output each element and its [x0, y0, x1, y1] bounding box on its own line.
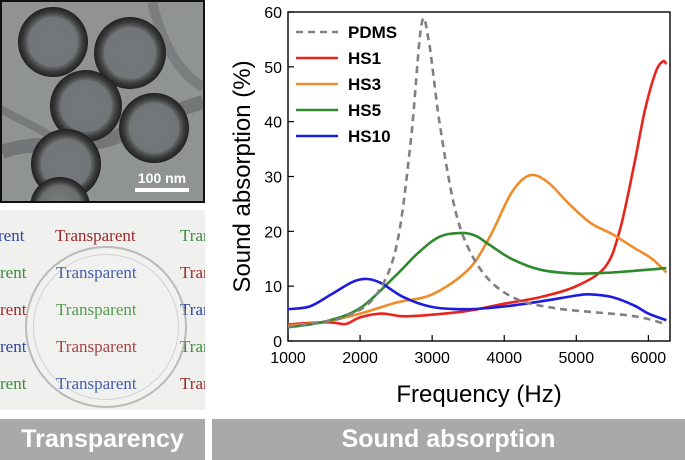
- photo-text-left: rent: [0, 374, 27, 393]
- y-tick-label: 30: [264, 170, 282, 187]
- x-tick-label: 4000: [486, 350, 522, 367]
- sound-absorption-banner: Sound absorption: [212, 419, 685, 460]
- legend-label-hs10: HS10: [348, 127, 391, 146]
- y-tick-label: 10: [264, 279, 282, 296]
- sphere: [30, 177, 90, 201]
- y-tick-label: 60: [264, 5, 282, 22]
- photo-text-right: Tran: [180, 337, 205, 356]
- legend-label-hs3: HS3: [348, 75, 381, 94]
- series-line-hs10: [287, 277, 667, 322]
- sphere: [119, 93, 189, 163]
- legend-label-pdms: PDMS: [348, 23, 397, 42]
- x-tick-label: 2000: [342, 350, 378, 367]
- x-tick-label: 5000: [559, 350, 595, 367]
- tem-micrograph: 100 nm: [0, 0, 205, 203]
- x-axis-label: Frequency (Hz): [396, 381, 561, 408]
- sphere: [94, 17, 166, 89]
- x-tick-label: 1000: [270, 350, 306, 367]
- y-tick-label: 40: [264, 115, 282, 132]
- y-tick-label: 50: [264, 60, 282, 77]
- scale-bar-label: 100 nm: [137, 170, 187, 186]
- y-tick-label: 0: [273, 334, 282, 351]
- series-line-pdms: [287, 16, 667, 328]
- sphere: [50, 70, 122, 142]
- legend-label-hs5: HS5: [348, 101, 381, 120]
- photo-text-left: rent: [0, 263, 27, 282]
- photo-text-left: rent: [0, 226, 25, 245]
- photo-text-right: Trans: [180, 226, 205, 245]
- sphere: [18, 7, 88, 77]
- series-line-hs3: [287, 173, 668, 327]
- scale-bar: 100 nm: [130, 170, 194, 192]
- series-line-hs1: [287, 59, 668, 326]
- transparency-banner: Transparency: [0, 419, 205, 460]
- y-axis-label: Sound absorption (%): [229, 60, 256, 292]
- y-tick-label: 20: [264, 224, 282, 241]
- transparent-film-inner-ring: [33, 254, 179, 400]
- photo-text-left: rent: [0, 337, 27, 356]
- x-tick-label: 6000: [631, 350, 667, 367]
- legend-label-hs1: HS1: [348, 49, 381, 68]
- plot-frame: [287, 11, 671, 342]
- photo-text-right: Tran: [180, 263, 205, 282]
- transparency-photo: rentTransparentTransrentTransparentTranr…: [0, 210, 205, 410]
- photo-text-right: Tran: [180, 374, 205, 393]
- scale-bar-line: [135, 188, 189, 192]
- x-tick-label: 3000: [414, 350, 450, 367]
- hollow-spheres-illustration: [2, 2, 203, 201]
- transparency-banner-label: Transparency: [21, 425, 184, 453]
- photo-text-center: Transparent: [55, 226, 136, 245]
- photo-text-right: Tran: [180, 300, 205, 319]
- photo-text-left: rent: [0, 300, 27, 319]
- sound-absorption-chart: 0 10 20 30 40 50 60 1000 2000 3000 4000 5000 6000 Fre…: [229, 5, 671, 408]
- sound-absorption-banner-label: Sound absorption: [341, 425, 556, 453]
